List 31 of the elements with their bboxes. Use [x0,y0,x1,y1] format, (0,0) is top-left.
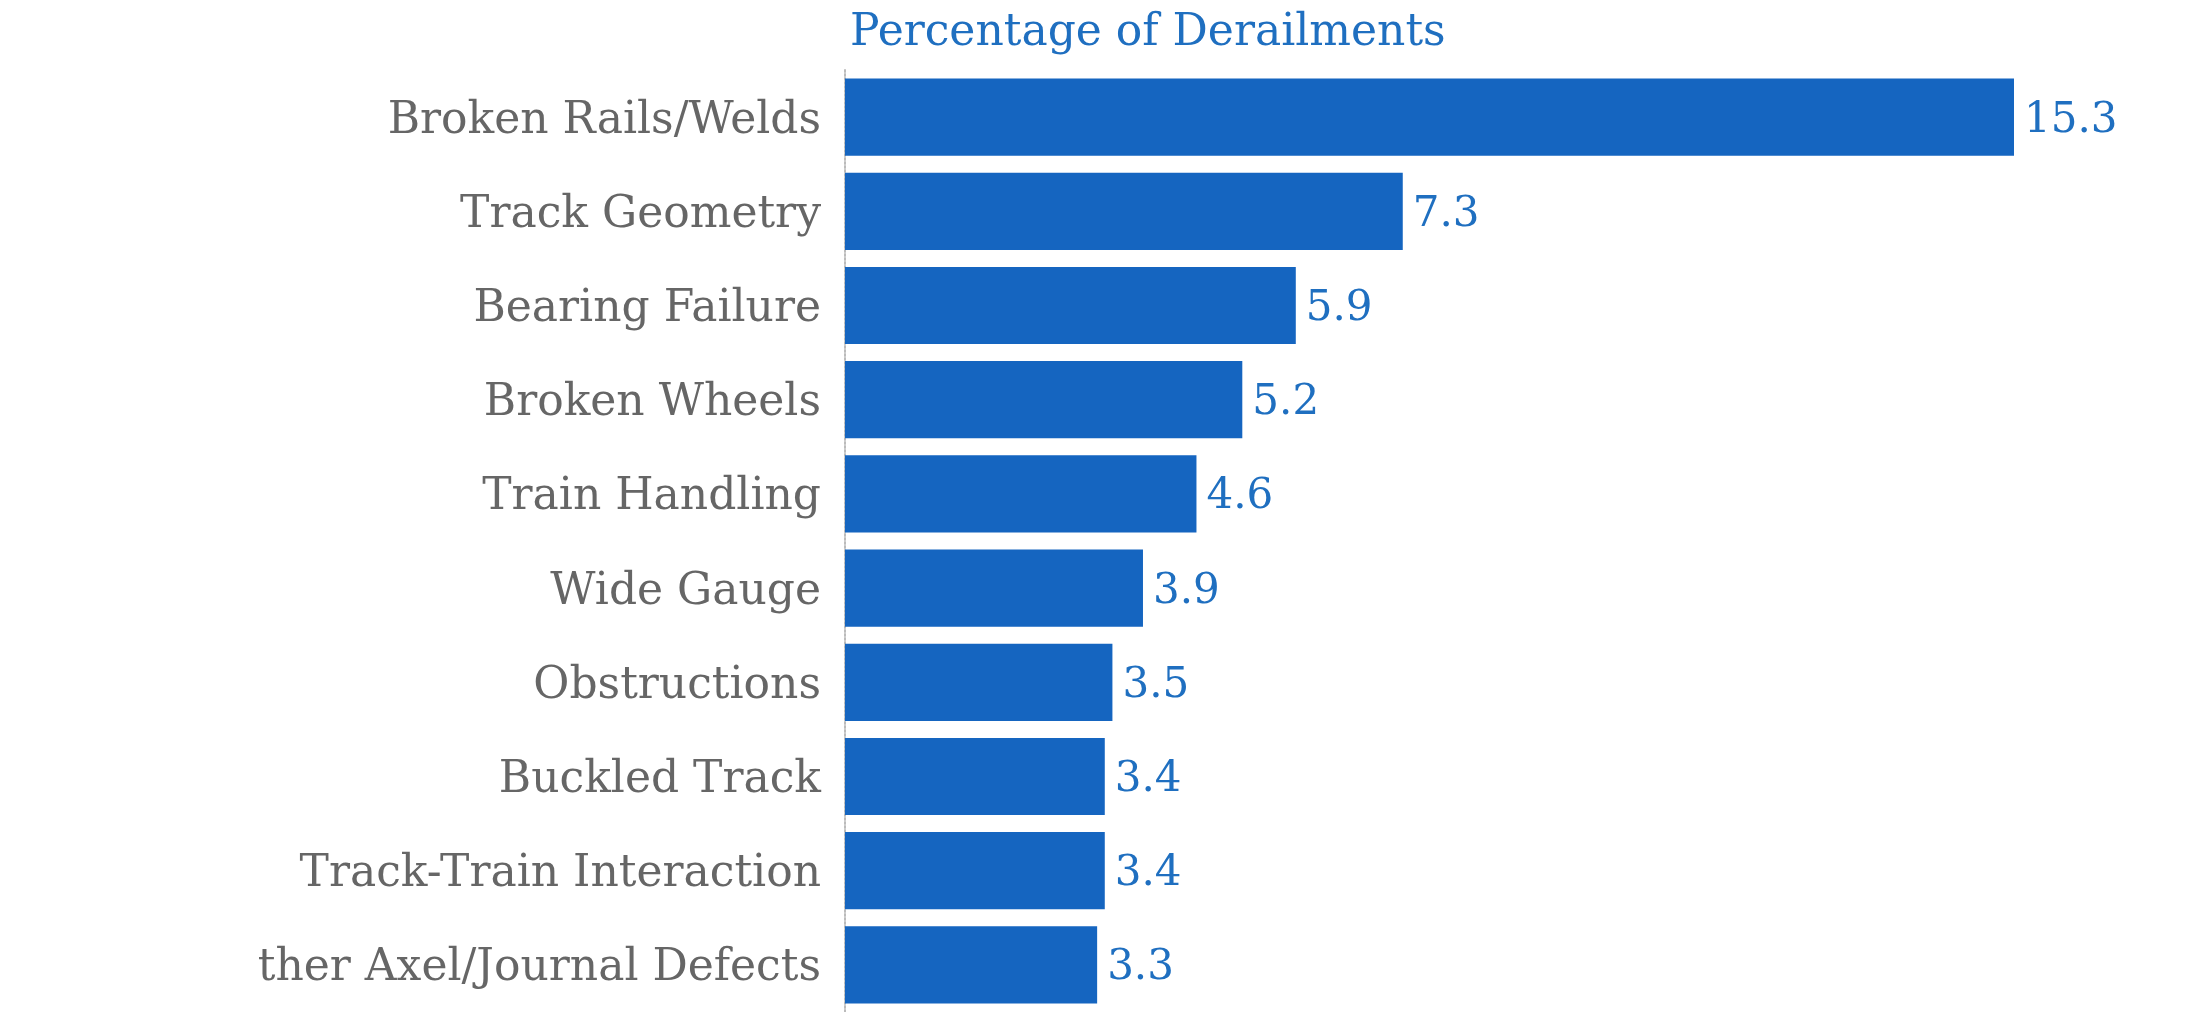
bar [845,78,2014,156]
y-tick-label: Wide Gauge [550,562,821,614]
y-tick-label: Bearing Failure [473,280,821,331]
data-label: 4.6 [1206,469,1274,519]
y-tick-label: Buckled Track [498,751,822,802]
data-label: 3.3 [1107,940,1174,990]
y-tick-label: ther Axel/Journal Defects [257,939,821,991]
data-label: 3.9 [1152,563,1220,613]
data-label: 15.3 [2024,92,2118,142]
bar [845,266,1296,345]
data-label: 3.4 [1114,846,1182,896]
bar [845,172,1403,250]
y-tick-label: Broken Wheels [483,374,821,426]
y-tick-label: Obstructions [533,656,821,708]
chart-title: Percentage of Derailments [850,3,1446,55]
y-tick-label: Track Geometry [460,185,822,237]
bar [845,926,1098,1004]
bar [845,549,1143,627]
bar [845,832,1105,910]
data-label: 3.5 [1122,657,1190,707]
data-label: 5.9 [1305,281,1373,330]
data-label: 5.2 [1252,375,1320,425]
bar [845,737,1105,816]
y-tick-label: Track-Train Interaction [299,845,821,897]
bar [845,455,1197,533]
data-label: 3.4 [1114,752,1182,801]
bar [845,643,1113,721]
y-tick-label: Broken Rails/Welds [387,91,821,143]
y-tick-label: Train Handling [482,468,821,520]
data-label: 7.3 [1412,186,1480,236]
bar [845,361,1243,439]
